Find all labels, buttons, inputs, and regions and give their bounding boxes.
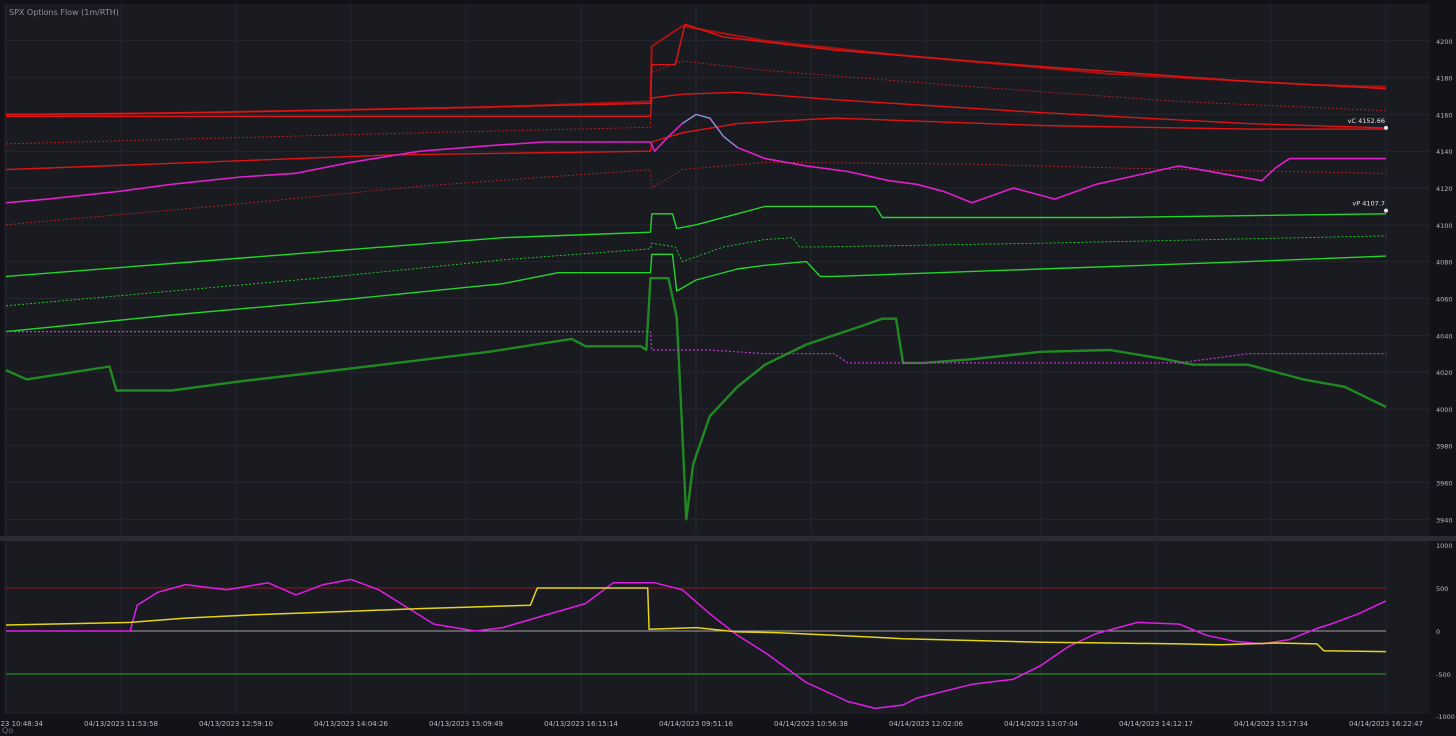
main-y-tick-label: 4060	[1436, 295, 1453, 303]
panel-separator	[0, 536, 1456, 541]
main-y-tick-label: 4180	[1436, 75, 1453, 83]
x-tick-label: 04/14/2023 13:07:04	[1004, 720, 1079, 728]
x-tick-label: 04/14/2023 12:02:06	[889, 720, 964, 728]
x-tick-label: 04/14/2023 09:51:16	[659, 720, 734, 728]
series-red_lower-line	[5, 117, 1386, 171]
x-axis: 04/13/2023 10:48:34 04/13/2023 11:53:58 04…	[0, 720, 1423, 728]
oscillator-oscillator_yellow-line	[5, 587, 1387, 653]
series-magenta_dotted-line	[6, 331, 1386, 364]
main-y-tick-label: 4020	[1436, 369, 1453, 377]
main-y-tick-label: 3940	[1436, 516, 1453, 524]
oscillator-series-layer	[5, 578, 1387, 710]
main-y-tick-label: 4200	[1436, 38, 1453, 46]
oscillator-y-tick-label: 1000	[1436, 542, 1453, 550]
x-tick-label: 04/13/2023 11:53:58	[84, 720, 158, 728]
oscillator-y-axis: 1000 500 0 -500 -1000	[1436, 542, 1455, 721]
series-price-line	[5, 113, 1386, 204]
main-y-axis: 3940 3960 3980 4000 4020 4040 4060 4080 4100 4120…	[1436, 38, 1453, 524]
annotation-marker	[1384, 125, 1388, 130]
series-red_dotted_upper-line	[5, 60, 1387, 145]
main-y-tick-label: 3960	[1436, 479, 1453, 487]
oscillator-oscillator_magenta-line	[6, 578, 1387, 710]
x-tick-label: 04/14/2023 15:17:34	[1234, 720, 1309, 728]
main-panel	[4, 4, 1430, 536]
main-y-tick-label: 4140	[1436, 148, 1453, 156]
main-y-tick-label: 3980	[1436, 443, 1453, 451]
main-y-tick-label: 4040	[1436, 332, 1453, 340]
oscillator-y-tick-label: 500	[1436, 585, 1448, 593]
annotation-layer: vC 4152.66 vP 4107.7	[1348, 117, 1388, 213]
x-tick-label: 04/14/2023 10:56:38	[774, 720, 848, 728]
series-green_dotted-line	[5, 235, 1387, 307]
series-green_upper-line	[5, 205, 1387, 278]
x-tick-label: 04/14/2023 14:12:17	[1119, 720, 1193, 728]
series-green_mid-line	[5, 253, 1387, 333]
main-y-tick-label: 4100	[1436, 222, 1453, 230]
annotation-label: vC 4152.66	[1348, 117, 1385, 125]
series-price-highlight-line	[681, 113, 738, 148]
annotation-label: vP 4107.7	[1352, 200, 1385, 208]
x-tick-label: 04/13/2023 14:04:26	[314, 720, 389, 728]
x-tick-label: 04/13/2023 16:15:14	[544, 720, 619, 728]
series-red_upper_2-line	[5, 23, 1387, 116]
main-series-layer	[5, 23, 1387, 521]
x-tick-label: 04/13/2023 10:48:34	[0, 720, 44, 728]
x-tick-label: 04/13/2023 12:59:10	[199, 720, 273, 728]
brand-logo: Qo	[2, 726, 14, 735]
series-red_mid-line	[6, 91, 1387, 129]
oscillator-y-tick-label: -1000	[1436, 713, 1455, 721]
main-y-tick-label: 4160	[1436, 111, 1453, 119]
oscillator-y-tick-label: -500	[1436, 671, 1451, 679]
oscillator-panel	[4, 541, 1430, 714]
main-y-tick-label: 4000	[1436, 406, 1453, 414]
chart-title: SPX Options Flow (1m/RTH)	[9, 8, 119, 17]
x-tick-label: 04/14/2023 16:22:47	[1349, 720, 1423, 728]
main-y-tick-label: 4120	[1436, 185, 1453, 193]
x-tick-label: 04/13/2023 15:09:49	[429, 720, 503, 728]
oscillator-y-tick-label: 0	[1436, 628, 1440, 636]
series-green_dark-line	[5, 277, 1387, 521]
main-y-tick-label: 4080	[1436, 259, 1453, 267]
annotation-marker	[1384, 208, 1388, 213]
